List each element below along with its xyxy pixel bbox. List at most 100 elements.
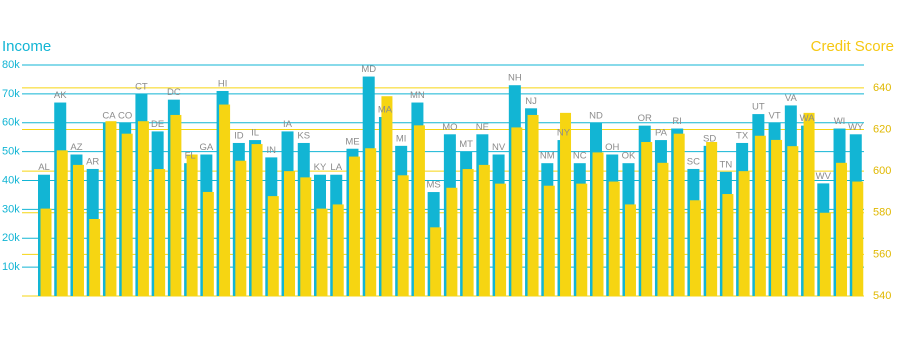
state-label: TX <box>736 130 749 141</box>
state-label: NV <box>492 142 506 153</box>
state-label: WY <box>848 122 864 133</box>
state-label: SC <box>687 156 700 167</box>
state-label: WV <box>816 171 832 182</box>
y2-axis-title: Credit Score <box>811 38 894 55</box>
credit-bar <box>170 114 182 296</box>
y-tick-label: 70k <box>2 88 20 100</box>
y-tick-label: 50k <box>2 146 20 158</box>
state-label: WA <box>800 113 816 124</box>
state-label: DC <box>167 87 181 98</box>
credit-bar <box>154 169 166 296</box>
state-label: ID <box>234 130 244 141</box>
state-label: CO <box>118 110 132 121</box>
state-label: IN <box>267 145 277 156</box>
y-tick-label: 30k <box>2 203 20 215</box>
credit-bar <box>186 154 198 296</box>
credit-bar <box>348 156 360 296</box>
credit-bar <box>89 219 101 296</box>
y-tick-label: 60k <box>2 117 20 129</box>
credit-bar <box>738 171 750 296</box>
credit-bar <box>657 162 669 296</box>
credit-bar <box>462 169 474 296</box>
credit-bar <box>673 133 685 296</box>
state-label: NM <box>540 151 555 162</box>
credit-bar <box>592 152 604 296</box>
state-label: AL <box>38 162 50 173</box>
credit-bar <box>202 191 214 296</box>
credit-bar <box>771 139 783 296</box>
y-tick-label: 10k <box>2 261 20 273</box>
state-label: ND <box>589 110 603 121</box>
y2-tick-label: 560 <box>873 248 891 260</box>
state-label: KS <box>297 130 310 141</box>
credit-bar <box>511 127 523 296</box>
state-label: LA <box>330 162 342 173</box>
state-label: OH <box>605 142 619 153</box>
credit-bar <box>332 204 344 296</box>
state-label: SD <box>703 133 716 144</box>
state-label: MT <box>459 139 473 150</box>
credit-bar <box>576 183 588 296</box>
credit-bar <box>754 135 766 296</box>
state-label: AK <box>54 90 67 101</box>
credit-bar <box>72 164 84 296</box>
credit-bar <box>495 183 507 296</box>
state-label: FL <box>185 151 196 162</box>
state-label: CT <box>135 81 148 92</box>
credit-bar <box>235 160 247 296</box>
state-label: OR <box>638 113 652 124</box>
credit-bar <box>430 227 442 296</box>
state-label: HI <box>218 79 228 90</box>
y-tick-label: 20k <box>2 232 20 244</box>
state-label: MS <box>427 180 441 191</box>
credit-bar <box>608 181 620 296</box>
credit-bar <box>121 133 133 296</box>
state-label: RI <box>672 116 682 127</box>
credit-bar <box>787 146 799 296</box>
credit-bar <box>397 175 409 296</box>
credit-bar <box>478 164 490 296</box>
credit-bar <box>819 212 831 296</box>
credit-bar <box>251 144 263 296</box>
y2-tick-label: 640 <box>873 82 891 94</box>
y-tick-label: 40k <box>2 174 20 186</box>
state-label: NE <box>476 122 489 133</box>
y2-tick-label: 620 <box>873 123 891 135</box>
state-label: MD <box>361 64 376 75</box>
credit-bar <box>706 142 718 296</box>
state-label: MN <box>410 90 425 101</box>
credit-bar <box>446 187 458 296</box>
credit-bar <box>527 114 539 296</box>
state-label: AZ <box>70 142 82 153</box>
y2-tick-label: 540 <box>873 290 891 302</box>
credit-bar <box>852 181 864 296</box>
credit-bar <box>381 96 393 296</box>
state-label: ME <box>345 136 359 147</box>
credit-bar <box>413 125 425 296</box>
state-label: AR <box>86 156 99 167</box>
credit-bar <box>56 150 68 296</box>
credit-bar <box>40 208 52 296</box>
state-label: TN <box>720 159 733 170</box>
state-label: MO <box>442 122 457 133</box>
state-label: WI <box>834 116 846 127</box>
state-label: NY <box>557 128 571 139</box>
credit-bar <box>689 200 701 296</box>
state-label: IL <box>251 128 259 139</box>
state-label: NJ <box>525 96 537 107</box>
credit-bar <box>722 194 734 296</box>
credit-bar <box>105 121 117 297</box>
credit-bar <box>803 112 815 296</box>
y2-tick-label: 580 <box>873 207 891 219</box>
credit-bar <box>641 142 653 296</box>
state-label: OK <box>622 151 636 162</box>
state-label: MI <box>396 133 407 144</box>
state-label: KY <box>314 162 327 173</box>
y-tick-label: 80k <box>2 59 20 71</box>
state-label: NC <box>573 151 587 162</box>
credit-bar <box>267 196 279 296</box>
credit-bar <box>316 208 328 296</box>
state-label: NH <box>508 73 522 84</box>
credit-bar <box>137 121 149 297</box>
